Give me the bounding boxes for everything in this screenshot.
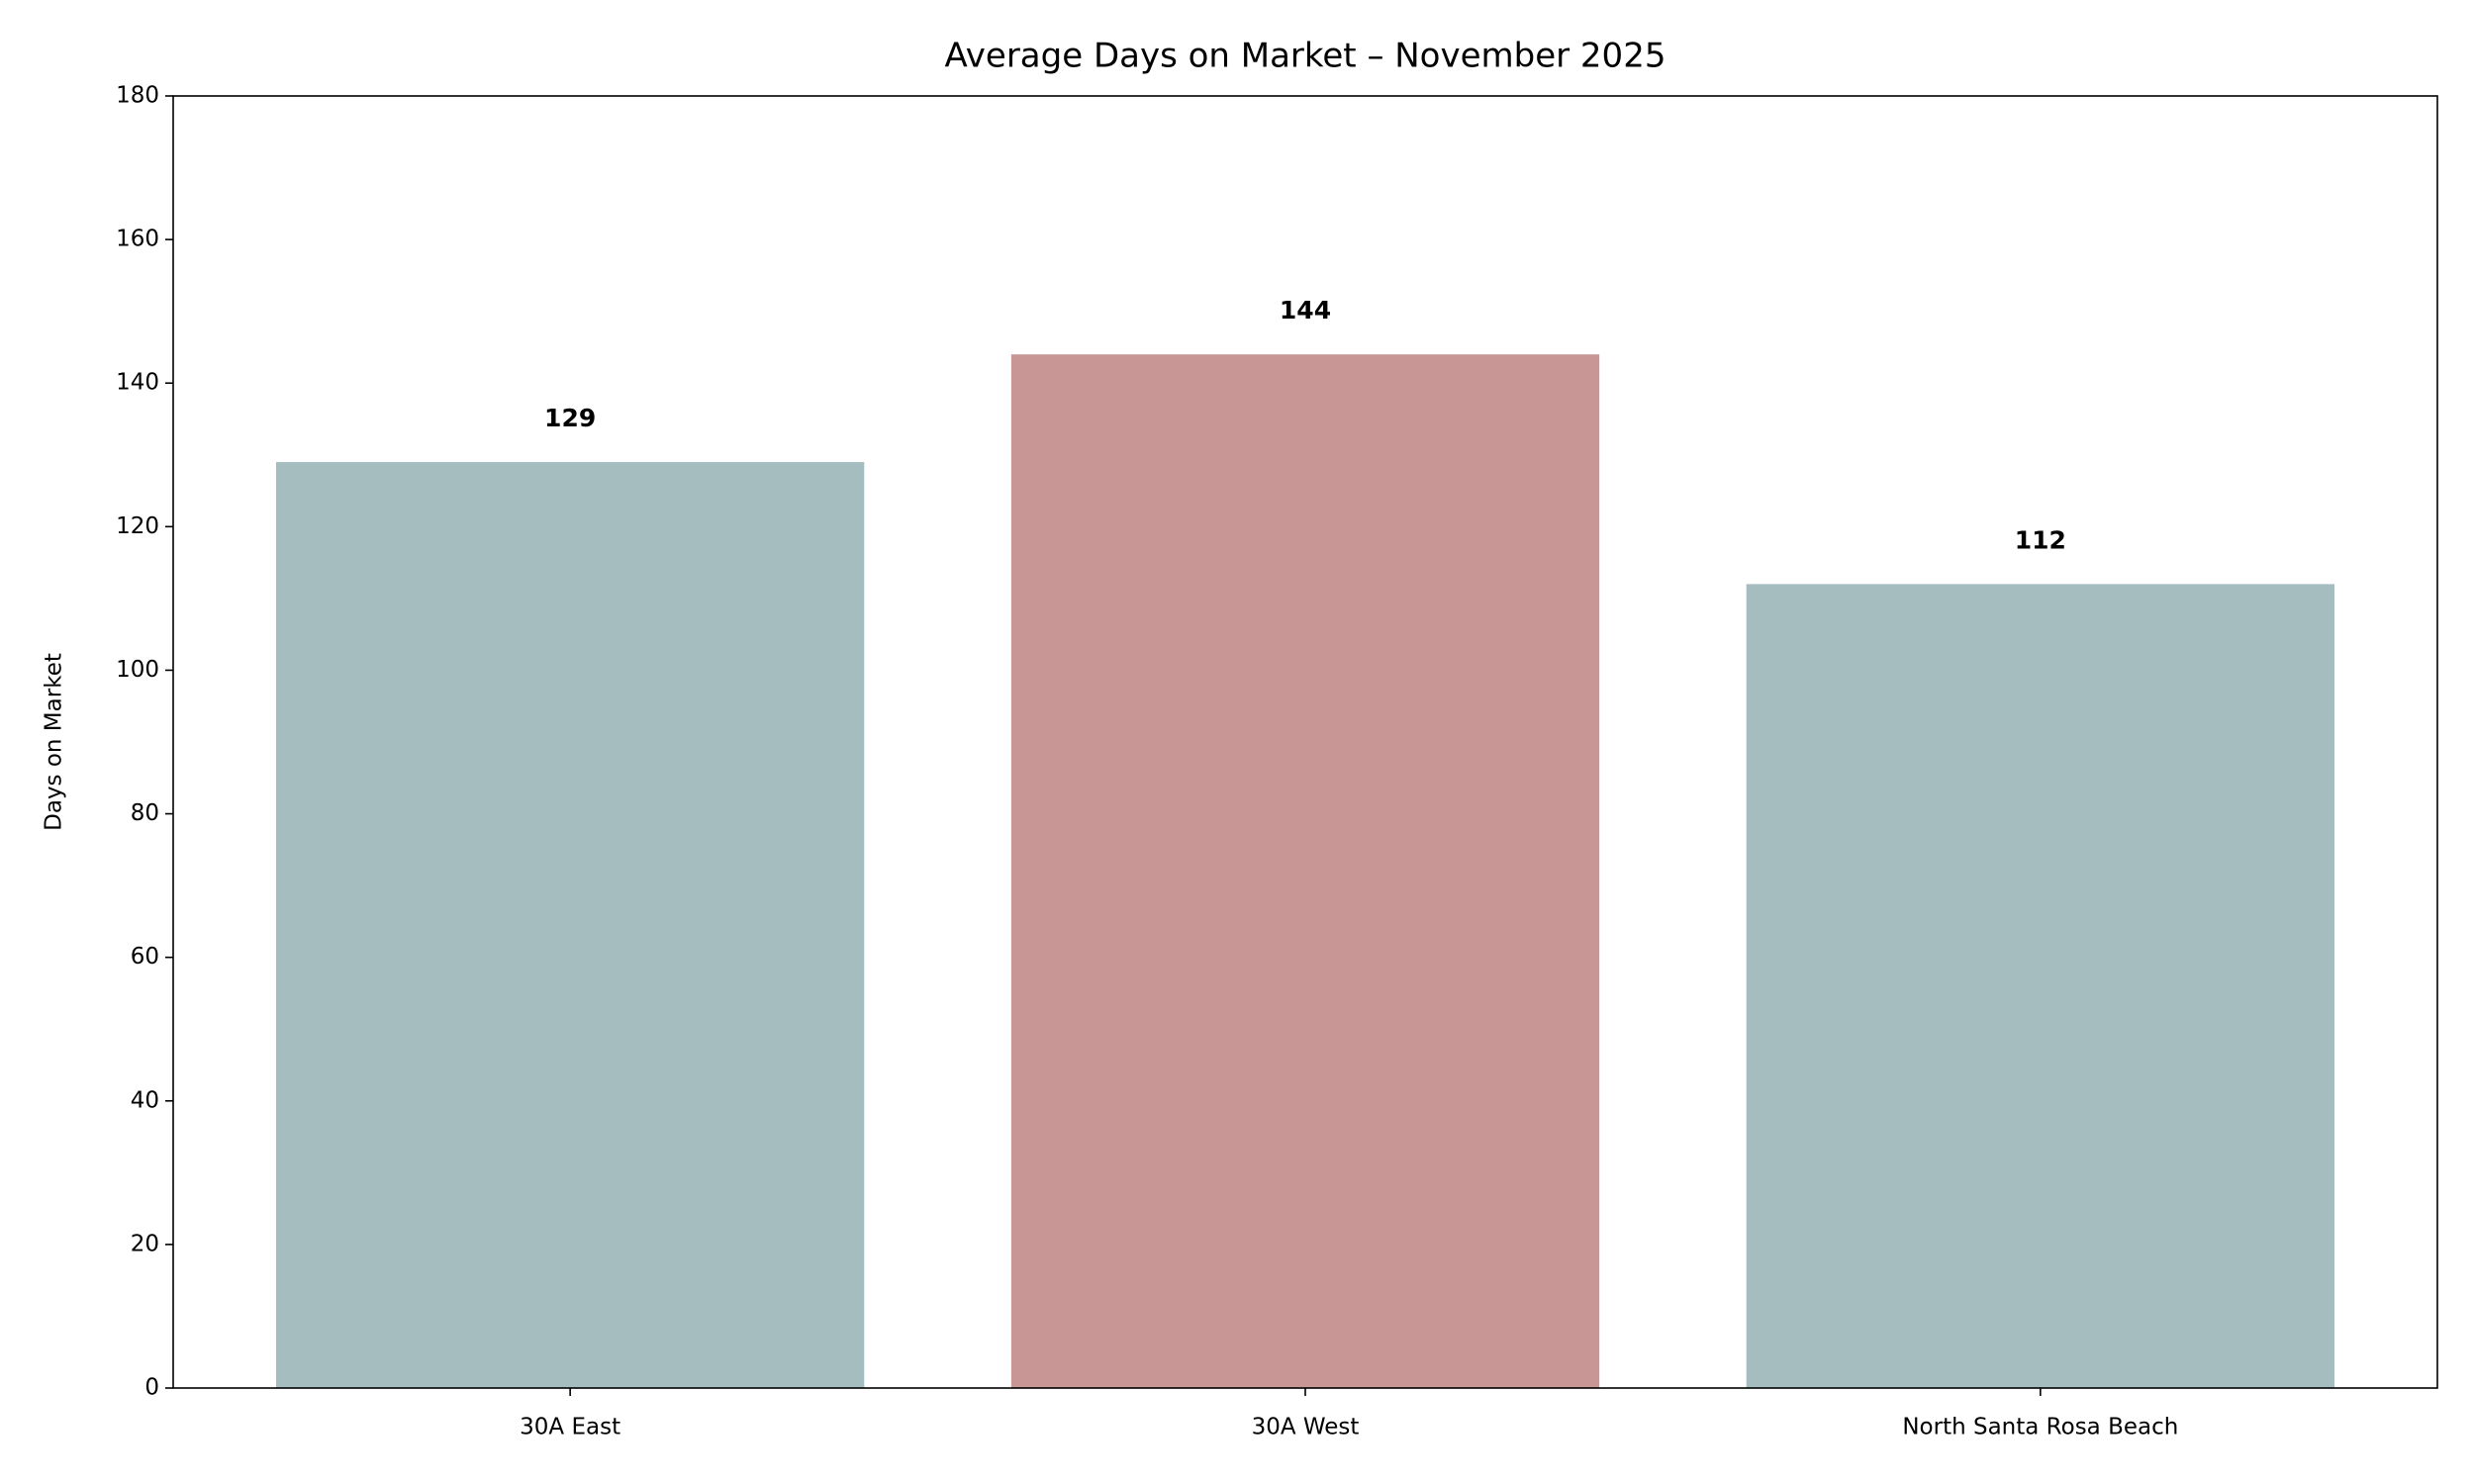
bar (1746, 584, 2334, 1388)
y-tick-label: 100 (116, 657, 159, 683)
y-tick-label: 0 (144, 1375, 159, 1401)
bar (276, 462, 865, 1388)
y-tick-label: 120 (116, 513, 159, 539)
y-tick-label: 80 (131, 800, 159, 826)
bar (1010, 354, 1600, 1389)
y-tick-label: 160 (116, 227, 159, 252)
y-axis-label: Days on Market (42, 653, 67, 831)
x-tick-label: 30A East (520, 1415, 620, 1440)
x-tick-label: North Santa Rosa Beach (1902, 1415, 2178, 1440)
y-tick-label: 40 (131, 1087, 159, 1113)
y-tick-label: 140 (116, 370, 159, 396)
value-label: 144 (1280, 296, 1331, 325)
chart-title: Average Days on Market – November 2025 (945, 37, 1666, 76)
value-label: 112 (2015, 525, 2066, 554)
x-tick-label: 30A West (1252, 1415, 1360, 1440)
y-tick-label: 180 (116, 83, 159, 109)
plot-frame (172, 95, 2438, 1389)
value-label: 129 (544, 404, 596, 432)
y-tick-label: 60 (131, 944, 159, 970)
y-tick-label: 20 (131, 1231, 159, 1256)
